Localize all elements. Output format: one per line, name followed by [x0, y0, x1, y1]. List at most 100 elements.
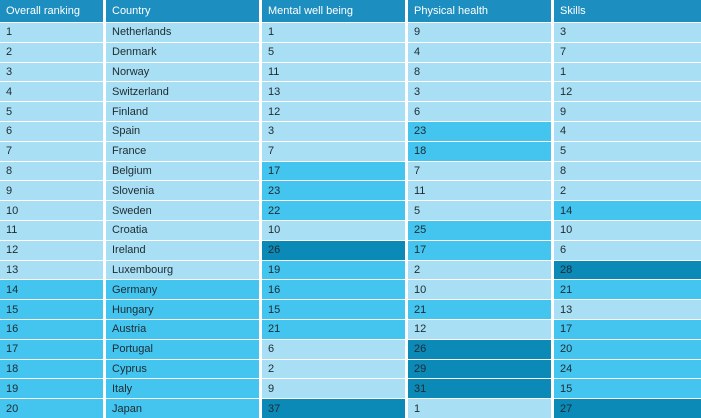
table-cell: 17: [554, 319, 701, 339]
table-cell: Croatia: [106, 220, 259, 240]
table-cell: 15: [554, 379, 701, 399]
table-cell: 2: [0, 42, 103, 62]
table-cell: 5: [262, 42, 405, 62]
table-cell: 25: [408, 220, 551, 240]
table-cell: 23: [408, 121, 551, 141]
table-cell: Norway: [106, 62, 259, 82]
table-cell: 8: [554, 161, 701, 181]
table-cell: 6: [408, 102, 551, 121]
table-cell: 21: [408, 300, 551, 319]
table-cell: 10: [554, 220, 701, 240]
table-cell: Cyprus: [106, 359, 259, 379]
table-cell: Japan: [106, 399, 259, 418]
table-cell: 2: [262, 359, 405, 379]
table-cell: 3: [554, 23, 701, 42]
table-cell: 8: [408, 62, 551, 82]
table-cell: 9: [408, 23, 551, 42]
table-cell: Portugal: [106, 339, 259, 359]
table-cell: 10: [0, 201, 103, 220]
table-cell: Austria: [106, 319, 259, 339]
table-cell: 13: [262, 82, 405, 102]
table-cell: 26: [262, 240, 405, 260]
table-cell: 7: [0, 141, 103, 161]
table-cell: 6: [554, 240, 701, 260]
table-cell: 12: [554, 82, 701, 102]
table-cell: 26: [408, 339, 551, 359]
table-cell: 20: [554, 339, 701, 359]
table-cell: Spain: [106, 121, 259, 141]
table-cell: 9: [262, 379, 405, 399]
table-cell: 13: [554, 300, 701, 319]
table-cell: 15: [262, 300, 405, 319]
table-cell: Luxembourg: [106, 260, 259, 280]
table-cell: Finland: [106, 102, 259, 121]
table-cell: 1: [554, 62, 701, 82]
table-cell: 15: [0, 300, 103, 319]
table-cell: 29: [408, 359, 551, 379]
table-cell: 11: [262, 62, 405, 82]
table-cell: 17: [262, 161, 405, 181]
table-cell: 19: [0, 379, 103, 399]
table-cell: 17: [0, 339, 103, 359]
table-cell: 5: [554, 141, 701, 161]
table-cell: 16: [262, 280, 405, 300]
table-cell: 6: [0, 121, 103, 141]
table-cell: 13: [0, 260, 103, 280]
table-cell: 21: [554, 280, 701, 300]
table-cell: 12: [408, 319, 551, 339]
table-cell: Ireland: [106, 240, 259, 260]
table-cell: 7: [554, 42, 701, 62]
table-cell: 11: [408, 181, 551, 201]
table-cell: 1: [262, 23, 405, 42]
table-cell: Slovenia: [106, 181, 259, 201]
table-cell: 10: [262, 220, 405, 240]
table-cell: 12: [262, 102, 405, 121]
table-cell: 11: [0, 220, 103, 240]
table-cell: 9: [0, 181, 103, 201]
table-cell: 24: [554, 359, 701, 379]
table-cell: Sweden: [106, 201, 259, 220]
table-cell: 14: [554, 201, 701, 220]
table-cell: Belgium: [106, 161, 259, 181]
table-cell: 2: [408, 260, 551, 280]
table-cell: France: [106, 141, 259, 161]
table-cell: 3: [0, 62, 103, 82]
table-cell: 16: [0, 319, 103, 339]
table-cell: 20: [0, 399, 103, 418]
table-cell: 4: [554, 121, 701, 141]
table-cell: 31: [408, 379, 551, 399]
table-cell: 10: [408, 280, 551, 300]
table-cell: 7: [408, 161, 551, 181]
table-cell: 1: [0, 23, 103, 42]
table-cell: 2: [554, 181, 701, 201]
table-cell: 9: [554, 102, 701, 121]
table-cell: Netherlands: [106, 23, 259, 42]
table-cell: 37: [262, 399, 405, 418]
table-cell: Switzerland: [106, 82, 259, 102]
table-cell: 14: [0, 280, 103, 300]
table-cell: 18: [408, 141, 551, 161]
table-cell: Germany: [106, 280, 259, 300]
table-cell: 5: [0, 102, 103, 121]
table-cell: 17: [408, 240, 551, 260]
table-cell: 27: [554, 399, 701, 418]
table-cell: 6: [262, 339, 405, 359]
header-cell: Mental well being: [262, 0, 405, 22]
header-cell: Overall ranking: [0, 0, 103, 22]
table-cell: 5: [408, 201, 551, 220]
header-cell: Physical health: [408, 0, 551, 22]
table-cell: 1: [408, 399, 551, 418]
table-cell: 4: [408, 42, 551, 62]
table-cell: Denmark: [106, 42, 259, 62]
table-cell: 7: [262, 141, 405, 161]
table-cell: Hungary: [106, 300, 259, 319]
table-cell: 3: [408, 82, 551, 102]
table-cell: 4: [0, 82, 103, 102]
table-cell: 19: [262, 260, 405, 280]
table-cell: 8: [0, 161, 103, 181]
header-cell: Skills: [554, 0, 701, 22]
table-cell: 23: [262, 181, 405, 201]
table-cell: 22: [262, 201, 405, 220]
table-cell: Italy: [106, 379, 259, 399]
